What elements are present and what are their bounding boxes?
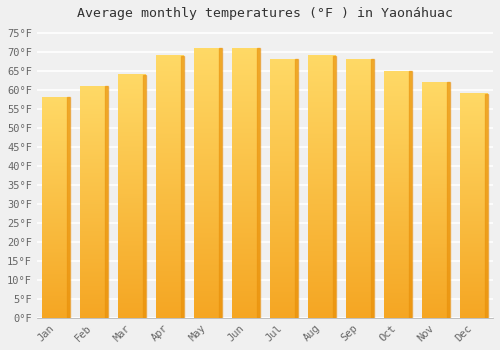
Bar: [295, 60, 298, 318]
Bar: [447, 82, 450, 318]
Bar: [409, 71, 412, 318]
Bar: [105, 86, 108, 318]
Bar: [143, 75, 146, 318]
Bar: [257, 48, 260, 318]
Bar: [181, 56, 184, 318]
Title: Average monthly temperatures (°F ) in Yaonáhuac: Average monthly temperatures (°F ) in Ya…: [77, 7, 453, 20]
Bar: [67, 97, 70, 318]
Bar: [219, 48, 222, 318]
Bar: [333, 56, 336, 318]
Bar: [371, 60, 374, 318]
Bar: [485, 94, 488, 318]
